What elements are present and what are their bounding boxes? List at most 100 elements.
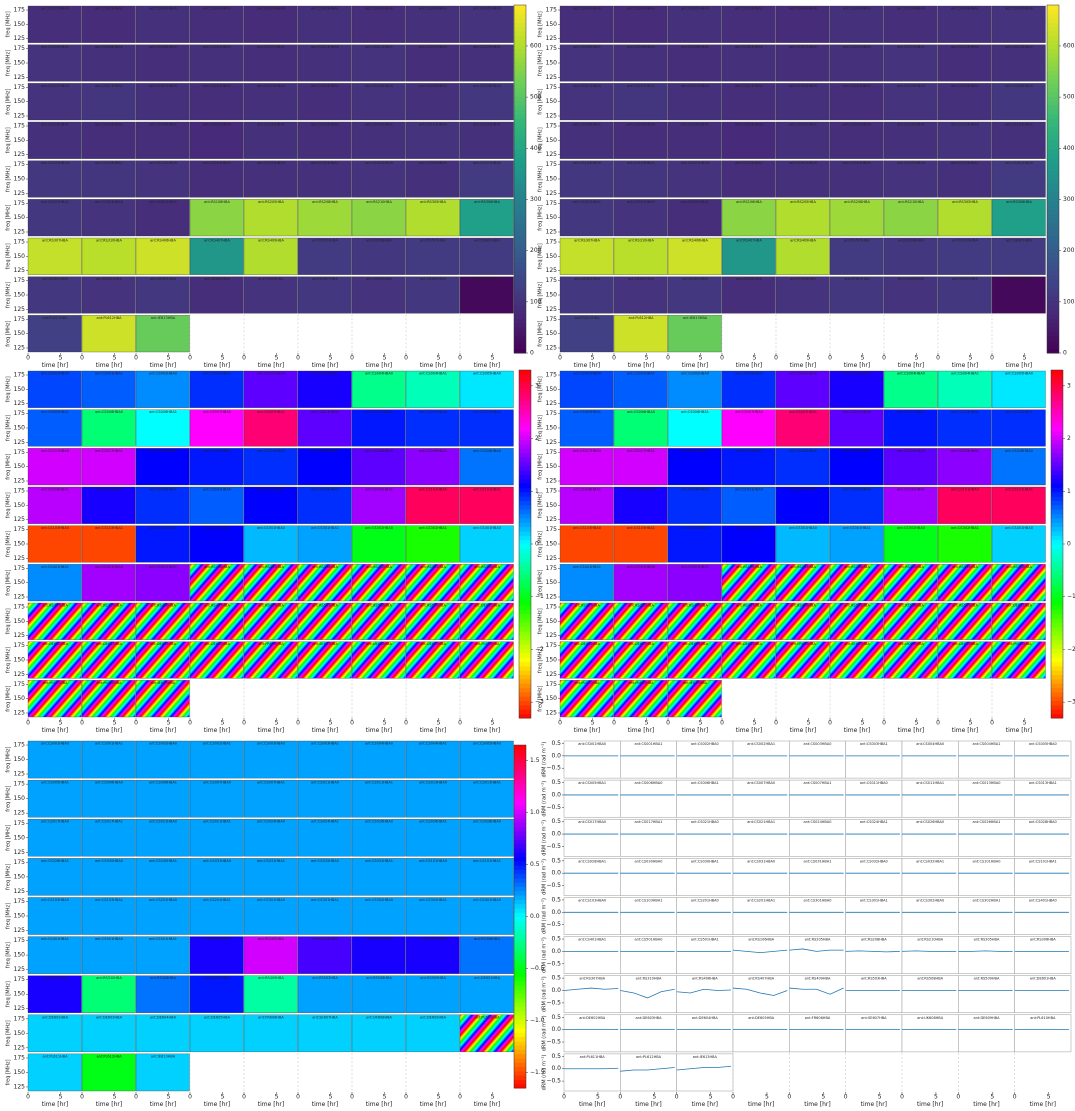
spectrogram-tile [938,199,992,236]
tile-label: ant:RS406HBA [150,239,176,243]
spectrogram-tile [884,238,938,275]
spectrogram-tile [28,83,82,120]
spectrogram-tile [830,564,884,601]
y-tick-label: 0.0 [551,987,561,994]
tile-label: ant:DE601HBA [474,604,501,608]
tile-label: ant:CS007HBA0 [203,45,231,49]
colorbar-segment [514,852,526,857]
tile-label: ant:CS501HBA1 [681,200,709,204]
x-tick-label: 5 [915,355,919,362]
colorbar-segment [514,895,526,900]
y-tick-label: 175 [546,45,558,52]
spectrogram-tile [82,680,136,717]
y-tick-label: 125 [546,35,558,42]
x-axis-label: time [hr] [258,727,284,734]
plot-tile [1015,1015,1071,1052]
x-tick-label: 0 [296,1094,300,1101]
tile-label: ant:RS306HBA [1006,565,1032,569]
spectrogram-tile [884,371,938,408]
y-tick-label: 175 [14,84,26,91]
tile-label: ant:DE603HBA [96,642,123,646]
y-tick-label: 125 [14,151,26,158]
y-axis-label: freq [MHz] [538,89,544,115]
tile-label: ant:CS024HBA1 [860,820,888,824]
colorbar-segment [514,814,526,819]
tile-label: ant:CS103HBA1 [95,898,123,902]
spectrogram-tile [82,371,136,408]
spectrogram-tile [776,238,830,275]
spectrogram-tile [244,603,298,640]
spectrogram-tile [722,642,776,679]
spectrogram-tile [560,161,614,198]
spectrogram-tile [614,238,668,275]
x-tick-label: 5 [861,355,865,362]
spectrogram-tile [460,858,514,895]
tile-label: ant:RS407HBA [204,239,230,243]
colorbar-segment [514,136,526,141]
plot-tile [902,858,958,895]
x-tick-label: 0 [188,355,192,362]
spectrogram-tile [136,1054,190,1091]
y-axis-label: freq [MHz] [6,89,12,115]
tile-label: ant:CS006HBA0 [627,45,655,49]
spectrogram-tile [82,603,136,640]
x-tick-label: 0 [134,720,138,727]
spectrogram-tile [668,83,722,120]
spectrogram-tile [352,897,406,934]
colorbar-segment [514,796,526,801]
colorbar-segment [1047,314,1059,319]
colorbar-segment [1051,561,1063,566]
y-axis-label: freq [MHz] [6,1020,12,1046]
tile-label: ant:CS021HBA0 [681,84,709,88]
colorbar-segment [1047,44,1059,49]
tile-label: ant:CS026HBA0 [365,449,393,453]
y-axis-label: freq [MHz] [538,531,544,557]
spectrogram-tile [82,564,136,601]
spectrogram-tile [352,780,406,817]
tile-label: ant:CS021HBA0 [149,820,177,824]
y-tick-label: 150 [14,756,26,763]
tile-label: ant:DE605HBA [736,642,763,646]
spectrogram-tile [244,937,298,974]
colorbar-segment [514,122,526,127]
tile-label: ant:CS021HBA0 [691,820,719,824]
tile-label: ant:RS210HBA [898,565,924,569]
tile-label: ant:CS028HBA1 [41,123,69,127]
y-tick-label: 125 [14,1044,26,1051]
colorbar-segment [514,22,526,27]
tile-label: ant:RS306HBA [474,937,500,941]
tile-label: ant:DE604HBA [682,642,709,646]
y-tick-label: 175 [14,7,26,14]
tile-label: ant:CS032HBA1 [897,123,925,127]
tile-label: ant:CS026HBA1 [951,84,979,88]
spectrogram-tile [406,897,460,934]
colorbar-segment [514,934,526,939]
spectrogram-tile [460,819,514,856]
plot-tile [620,741,676,778]
spectrogram-tile [992,642,1046,679]
spectrogram-tile [244,238,298,275]
colorbar-segment [514,754,526,759]
y-tick-label: 150 [14,618,26,625]
spectrogram-tile [938,642,992,679]
spectrogram-tile [992,6,1046,43]
spectrogram-tile [560,199,614,236]
spectrogram-tile [776,487,830,524]
colorbar-segment [514,140,526,145]
spectrogram-tile [992,161,1046,198]
colorbar-tick-label: 600 [530,42,542,49]
colorbar-segment [1051,657,1063,662]
colorbar-segment [519,453,531,458]
spectrogram-tile [614,45,668,82]
plot-tile [958,1015,1014,1052]
x-tick-label: 0 [731,1094,735,1101]
spectrogram-tile [406,122,460,159]
tile-label: ant:CS013HBA0 [951,410,979,414]
tile-label: ant:CS030HBA0 [95,859,123,863]
spectrogram-tile [136,976,190,1013]
spectrogram-tile [28,564,82,601]
colorbar-segment [1051,675,1063,680]
colorbar-segment [1047,192,1059,197]
tile-label: ant:PL610HBA [1006,277,1032,281]
colorbar-segment [1051,531,1063,536]
